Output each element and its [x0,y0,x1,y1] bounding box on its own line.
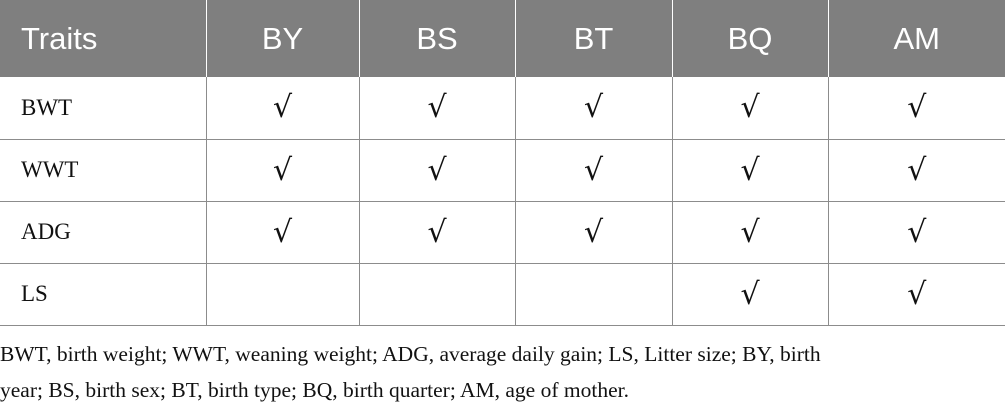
check-cell: √ [672,201,829,264]
header-bs: BS [359,0,516,77]
check-cell: √ [359,139,516,202]
check-cell: √ [828,263,1005,326]
check-cell: √ [672,263,829,326]
check-cell: √ [828,77,1005,140]
empty-cell [359,263,516,326]
trait-cell: BWT [0,77,207,140]
check-cell: √ [828,201,1005,264]
table-header: Traits BY BS BT BQ AM [0,0,1005,77]
table-footnote: BWT, birth weight; WWT, weaning weight; … [0,336,1000,408]
empty-cell [515,263,673,326]
header-traits: Traits [0,0,207,77]
empty-cell [206,263,360,326]
table-row-ls: LS √ √ [0,263,1005,326]
table-row-wwt: WWT √ √ √ √ √ [0,139,1005,202]
table-row-adg: ADG √ √ √ √ √ [0,201,1005,264]
header-bt: BT [515,0,673,77]
check-cell: √ [672,139,829,202]
check-cell: √ [206,77,360,140]
trait-cell: LS [0,263,207,326]
check-cell: √ [206,201,360,264]
check-cell: √ [515,201,673,264]
traits-table-container: Traits BY BS BT BQ AM BWT √ √ √ √ √ WWT … [0,0,1005,326]
check-cell: √ [206,139,360,202]
footnote-line-2: year; BS, birth sex; BT, birth type; BQ,… [0,378,629,402]
check-cell: √ [515,77,673,140]
header-bq: BQ [672,0,829,77]
check-cell: √ [672,77,829,140]
traits-effects-table: Traits BY BS BT BQ AM BWT √ √ √ √ √ WWT … [0,0,1005,326]
footnote-line-1: BWT, birth weight; WWT, weaning weight; … [0,342,821,366]
table-row-bwt: BWT √ √ √ √ √ [0,77,1005,140]
header-by: BY [206,0,360,77]
check-cell: √ [828,139,1005,202]
check-cell: √ [359,77,516,140]
check-cell: √ [359,201,516,264]
check-cell: √ [515,139,673,202]
trait-cell: ADG [0,201,207,264]
header-am: AM [828,0,1005,77]
table-body: BWT √ √ √ √ √ WWT √ √ √ √ √ ADG √ √ √ √ [0,77,1005,326]
trait-cell: WWT [0,139,207,202]
header-row: Traits BY BS BT BQ AM [0,0,1005,77]
